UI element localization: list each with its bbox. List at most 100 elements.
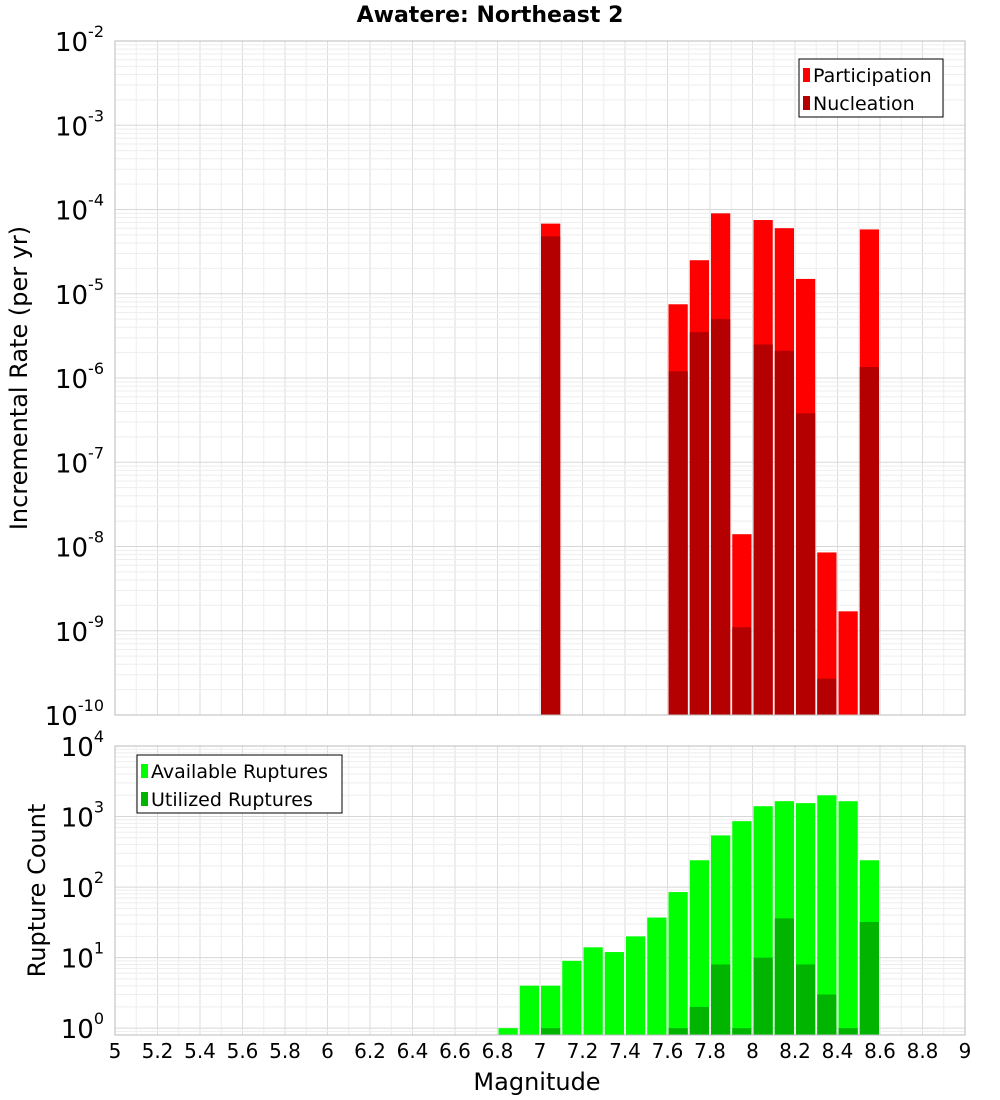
y-tick-exponent: -3 <box>88 106 104 125</box>
bar-available-ruptures <box>562 960 582 1035</box>
bar-utilized-ruptures <box>753 957 773 1035</box>
y-tick-label: 10-5 <box>55 275 104 311</box>
x-tick-label: 8.2 <box>779 1039 811 1063</box>
legend-label: Participation <box>813 65 932 87</box>
bar-nucleation <box>668 371 688 715</box>
x-tick-label: 9 <box>959 1039 972 1063</box>
bar-nucleation <box>774 350 794 715</box>
y-tick-base: 10 <box>55 281 88 311</box>
legend-swatch <box>803 96 810 110</box>
bar-available-ruptures <box>668 892 688 1035</box>
y-tick-label: 10-6 <box>55 359 104 395</box>
x-tick-label: 5.2 <box>142 1039 174 1063</box>
y-tick-label: 10-7 <box>55 443 104 479</box>
bar-utilized-ruptures <box>689 1006 709 1035</box>
legend-swatch <box>141 792 148 806</box>
bar-utilized-ruptures <box>796 964 816 1035</box>
bar-nucleation <box>732 627 752 715</box>
x-tick-label: 5.4 <box>184 1039 216 1063</box>
legend-box <box>798 58 944 118</box>
y-tick-label: 10-9 <box>55 612 104 648</box>
y-tick-label: 10-8 <box>55 528 104 564</box>
y-tick-exponent: -6 <box>88 359 104 378</box>
x-tick-label: 7.4 <box>609 1039 641 1063</box>
x-tick-label: 6.6 <box>439 1039 471 1063</box>
x-tick-label: 7.2 <box>567 1039 599 1063</box>
bar-nucleation <box>711 319 731 715</box>
x-tick-label: 6 <box>321 1039 334 1063</box>
y-tick-base: 10 <box>61 945 94 975</box>
y-tick-base: 10 <box>55 197 88 227</box>
x-tick-label: 6.2 <box>354 1039 386 1063</box>
x-tick-label: 8.4 <box>822 1039 854 1063</box>
bar-participation <box>817 552 837 715</box>
bar-nucleation <box>689 332 709 715</box>
y-tick-exponent: -10 <box>78 696 104 715</box>
legend-box <box>136 754 343 814</box>
bar-utilized-ruptures <box>817 994 837 1035</box>
y-tick-label: 10-10 <box>45 696 104 732</box>
y-tick-label: 10-3 <box>55 106 104 142</box>
y-axis-title: Incremental Rate (per yr) <box>5 226 33 530</box>
y-tick-label: 10-2 <box>55 22 104 58</box>
bar-available-ruptures <box>817 795 837 1035</box>
bar-nucleation <box>753 344 773 715</box>
y-tick-base: 10 <box>61 733 94 763</box>
x-tick-label: 7.6 <box>652 1039 684 1063</box>
bar-available-ruptures <box>626 936 646 1035</box>
bar-available-ruptures <box>689 860 709 1035</box>
x-tick-label: 8.8 <box>907 1039 939 1063</box>
bar-available-ruptures <box>732 821 752 1035</box>
x-tick-label: 6.8 <box>482 1039 514 1063</box>
y-tick-exponent: 3 <box>94 798 104 817</box>
y-tick-exponent: -4 <box>88 191 104 210</box>
y-tick-exponent: -2 <box>88 22 104 41</box>
bar-available-ruptures <box>498 1028 518 1035</box>
x-axis-title: Magnitude <box>473 1068 600 1096</box>
legend-swatch <box>803 68 810 82</box>
bar-available-ruptures <box>647 917 667 1035</box>
y-tick-exponent: 2 <box>94 868 104 887</box>
bar-nucleation <box>817 678 837 715</box>
y-tick-exponent: 0 <box>94 1009 104 1028</box>
x-tick-label: 5 <box>109 1039 122 1063</box>
y-tick-label: 101 <box>61 939 104 975</box>
bar-participation <box>838 611 858 715</box>
y-tick-base: 10 <box>55 112 88 142</box>
legend-label: Available Ruptures <box>151 761 328 783</box>
y-tick-base: 10 <box>61 804 94 834</box>
y-tick-exponent: -8 <box>88 528 104 547</box>
bar-available-ruptures <box>604 952 624 1035</box>
legend-label: Utilized Ruptures <box>151 789 313 811</box>
x-tick-label: 5.6 <box>227 1039 259 1063</box>
y-tick-base: 10 <box>61 874 94 904</box>
bar-available-ruptures <box>838 801 858 1035</box>
legend: Participation Nucleation <box>798 58 944 118</box>
panel-0: 10-1010-910-810-710-610-510-410-310-2Inc… <box>5 22 966 732</box>
chart-title: Awatere: Northeast 2 <box>357 3 624 28</box>
y-tick-exponent: -7 <box>88 443 104 462</box>
y-tick-base: 10 <box>61 1015 94 1045</box>
bar-nucleation <box>796 413 816 715</box>
y-tick-label: 10-4 <box>55 191 104 227</box>
legend-label: Nucleation <box>813 93 915 115</box>
y-tick-base: 10 <box>55 618 88 648</box>
y-tick-label: 104 <box>61 727 104 763</box>
bar-nucleation <box>541 236 561 716</box>
bar-utilized-ruptures <box>711 964 731 1035</box>
x-tick-label: 8 <box>746 1039 759 1063</box>
bar-utilized-ruptures <box>774 918 794 1035</box>
plot-frame <box>114 745 966 1036</box>
bar-utilized-ruptures <box>668 1028 688 1035</box>
y-tick-exponent: -5 <box>88 275 104 294</box>
y-tick-label: 102 <box>61 868 104 904</box>
y-tick-exponent: 1 <box>94 939 104 958</box>
y-tick-base: 10 <box>55 365 88 395</box>
y-tick-base: 10 <box>55 449 88 479</box>
x-tick-label: 6.4 <box>397 1039 429 1063</box>
bar-available-ruptures <box>519 985 539 1035</box>
y-tick-base: 10 <box>45 702 78 732</box>
x-tick-label: 8.6 <box>864 1039 896 1063</box>
